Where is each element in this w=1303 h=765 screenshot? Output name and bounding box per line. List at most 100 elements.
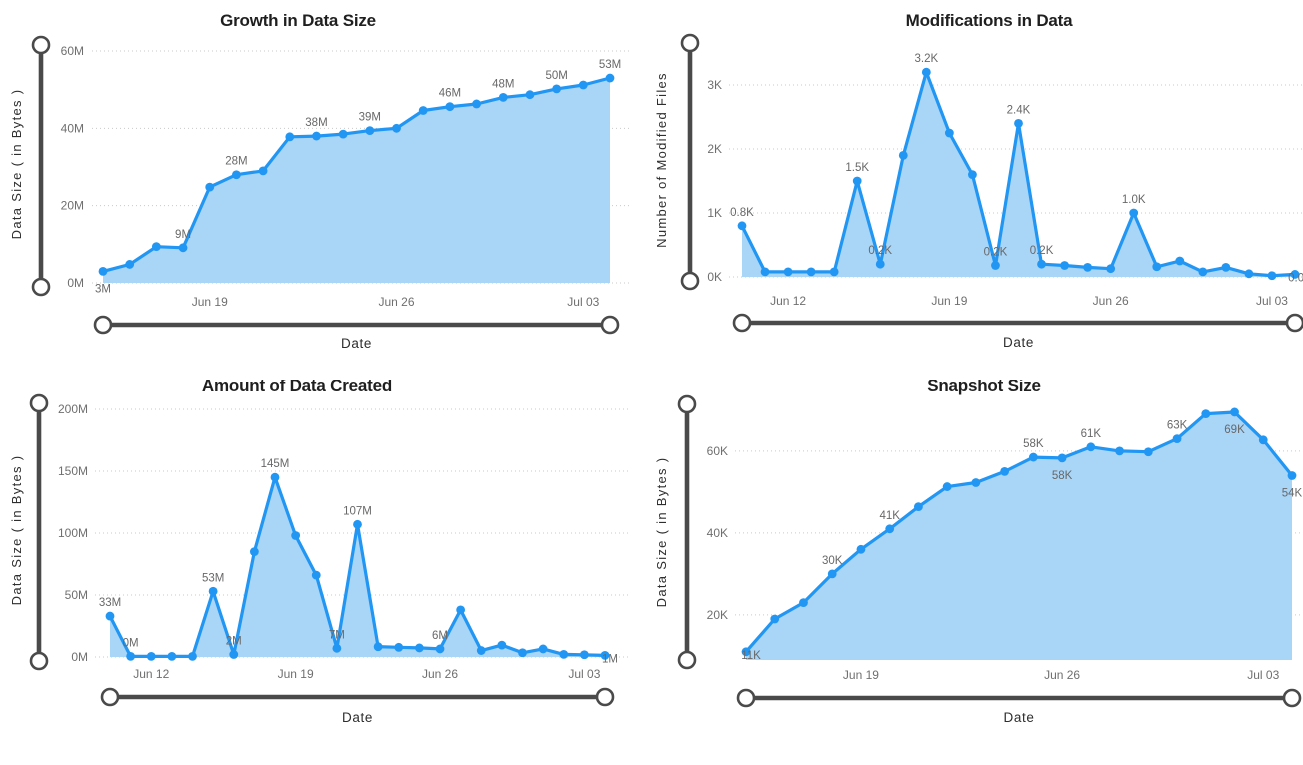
data-point[interactable] xyxy=(472,99,481,109)
data-point[interactable] xyxy=(1258,435,1268,445)
data-point[interactable] xyxy=(799,598,808,607)
data-point[interactable] xyxy=(476,646,486,655)
y-slider-handle-bottom[interactable] xyxy=(677,650,697,670)
data-point[interactable] xyxy=(1115,446,1124,456)
data-point[interactable] xyxy=(126,651,136,661)
series-area[interactable] xyxy=(110,477,605,657)
data-point[interactable] xyxy=(1267,271,1277,281)
data-point[interactable] xyxy=(258,166,268,176)
data-point[interactable] xyxy=(311,570,321,580)
data-point[interactable] xyxy=(856,544,866,554)
data-point[interactable] xyxy=(898,151,908,160)
y-slider-handle-top[interactable] xyxy=(677,394,697,414)
data-point[interactable] xyxy=(445,102,455,112)
data-point[interactable] xyxy=(578,80,588,90)
data-point[interactable] xyxy=(1287,471,1297,480)
data-point[interactable] xyxy=(1198,267,1208,277)
x-slider-handle-right[interactable] xyxy=(600,315,620,335)
data-point[interactable] xyxy=(968,170,977,180)
data-point[interactable] xyxy=(208,586,218,596)
data-point[interactable] xyxy=(332,643,342,653)
data-point[interactable] xyxy=(394,642,404,652)
y-slider-handle-top[interactable] xyxy=(29,393,49,413)
data-point[interactable] xyxy=(600,650,610,660)
data-point[interactable] xyxy=(291,531,301,540)
data-point[interactable] xyxy=(232,170,241,180)
y-slider-handle-top[interactable] xyxy=(31,35,51,55)
data-point[interactable] xyxy=(991,261,1000,270)
data-point[interactable] xyxy=(1106,264,1116,274)
data-point[interactable] xyxy=(1057,453,1067,463)
data-point[interactable] xyxy=(178,243,188,253)
data-point[interactable] xyxy=(1172,434,1182,443)
data-point[interactable] xyxy=(605,73,615,83)
data-point[interactable] xyxy=(944,128,954,138)
data-point[interactable] xyxy=(365,126,375,136)
data-point[interactable] xyxy=(285,132,295,142)
data-point[interactable] xyxy=(1060,261,1069,270)
data-point[interactable] xyxy=(497,640,507,650)
data-point[interactable] xyxy=(852,176,862,186)
series-area[interactable] xyxy=(742,72,1295,277)
y-slider-handle-bottom[interactable] xyxy=(680,271,700,291)
x-slider-handle-left[interactable] xyxy=(93,315,113,335)
data-point[interactable] xyxy=(770,614,780,624)
data-point[interactable] xyxy=(167,651,177,661)
data-point[interactable] xyxy=(435,644,445,654)
data-point[interactable] xyxy=(1000,467,1010,476)
data-point[interactable] xyxy=(125,260,135,269)
data-point[interactable] xyxy=(105,611,115,621)
data-point[interactable] xyxy=(885,524,895,534)
data-point[interactable] xyxy=(1143,447,1153,457)
data-point[interactable] xyxy=(151,242,161,252)
data-point[interactable] xyxy=(914,502,923,512)
data-point[interactable] xyxy=(1037,259,1046,269)
x-slider-handle-left[interactable] xyxy=(736,688,756,708)
data-point[interactable] xyxy=(418,106,428,115)
data-point[interactable] xyxy=(552,84,562,94)
data-point[interactable] xyxy=(1028,452,1038,462)
y-slider-handle-top[interactable] xyxy=(680,33,700,53)
data-point[interactable] xyxy=(1244,269,1254,279)
data-point[interactable] xyxy=(188,651,197,661)
data-point[interactable] xyxy=(1201,409,1211,418)
data-point[interactable] xyxy=(498,92,508,102)
data-point[interactable] xyxy=(1290,270,1300,279)
data-point[interactable] xyxy=(392,123,401,133)
data-point[interactable] xyxy=(1152,262,1162,272)
data-point[interactable] xyxy=(1175,256,1185,266)
data-point[interactable] xyxy=(971,478,981,487)
data-point[interactable] xyxy=(737,221,747,231)
data-point[interactable] xyxy=(921,67,931,77)
x-slider-handle-right[interactable] xyxy=(1282,688,1302,708)
data-point[interactable] xyxy=(875,259,885,269)
x-slider-handle-right[interactable] xyxy=(1285,313,1303,333)
data-point[interactable] xyxy=(518,648,527,658)
data-point[interactable] xyxy=(373,642,383,652)
x-slider-handle-left[interactable] xyxy=(100,687,120,707)
x-slider-handle-left[interactable] xyxy=(732,313,752,333)
data-point[interactable] xyxy=(827,569,837,579)
data-point[interactable] xyxy=(414,643,424,653)
data-point[interactable] xyxy=(353,519,362,529)
data-point[interactable] xyxy=(1221,263,1231,272)
y-slider-handle-bottom[interactable] xyxy=(29,651,49,671)
data-point[interactable] xyxy=(783,267,793,277)
data-point[interactable] xyxy=(98,266,108,276)
data-point[interactable] xyxy=(942,482,952,491)
data-point[interactable] xyxy=(760,267,770,277)
data-point[interactable] xyxy=(249,547,259,556)
series-area[interactable] xyxy=(746,412,1292,660)
data-point[interactable] xyxy=(579,650,589,660)
data-point[interactable] xyxy=(338,129,348,139)
data-point[interactable] xyxy=(538,644,548,654)
data-point[interactable] xyxy=(806,267,816,277)
data-point[interactable] xyxy=(229,650,239,659)
data-point[interactable] xyxy=(146,651,156,661)
data-point[interactable] xyxy=(456,605,466,615)
series-area[interactable] xyxy=(103,78,610,283)
data-point[interactable] xyxy=(270,472,280,482)
data-point[interactable] xyxy=(1129,208,1139,218)
data-point[interactable] xyxy=(312,131,321,141)
data-point[interactable] xyxy=(1230,407,1239,417)
